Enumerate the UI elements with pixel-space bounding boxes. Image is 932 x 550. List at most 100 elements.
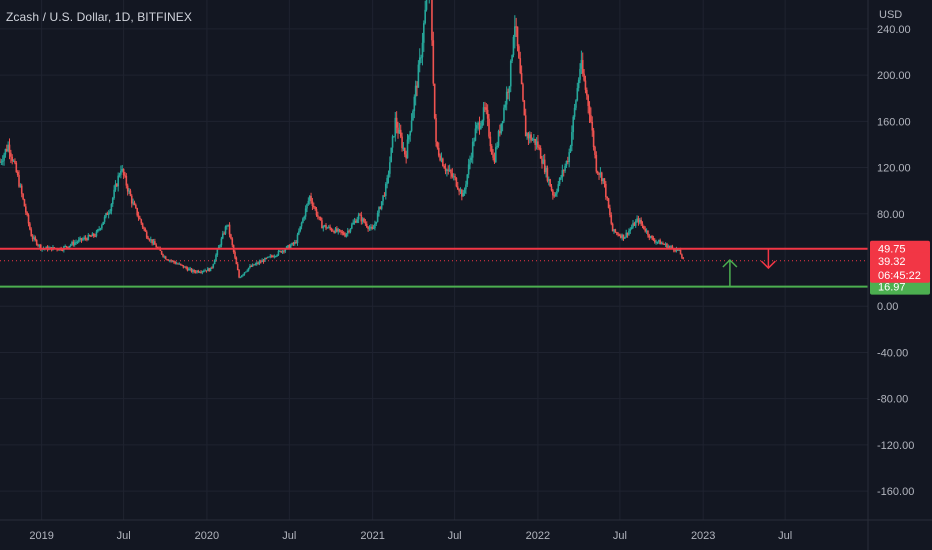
candle-up <box>87 235 90 241</box>
candle-up <box>175 263 178 265</box>
candle-down <box>442 158 444 167</box>
candle-down <box>454 176 456 178</box>
time-axis-background <box>0 520 932 550</box>
candle-down <box>295 242 297 244</box>
candle-down <box>364 222 367 224</box>
candle-up <box>128 190 130 192</box>
candle-down <box>14 160 16 163</box>
time-tick-label: Jul <box>117 530 131 542</box>
candle-up <box>49 247 52 249</box>
candle-down <box>90 236 92 238</box>
candle-up <box>398 129 401 134</box>
candle-up <box>374 223 376 229</box>
candle-up <box>440 158 443 161</box>
candle-up <box>628 230 630 235</box>
candle-up <box>219 245 221 247</box>
candle-up <box>79 238 81 240</box>
candle-down <box>451 173 454 177</box>
candle-down <box>317 215 319 217</box>
candle-up <box>281 250 284 253</box>
candle-down <box>583 73 585 81</box>
candle-up <box>577 79 580 89</box>
candle-down <box>399 129 402 137</box>
arrow-down-annotation[interactable] <box>760 248 776 270</box>
annotations[interactable] <box>722 248 776 287</box>
candle-down <box>92 233 95 236</box>
candle-down <box>140 219 143 224</box>
candle-down <box>538 147 541 149</box>
horizontal-levels[interactable] <box>0 247 868 288</box>
candle-up <box>75 242 77 244</box>
candle-down <box>30 229 33 237</box>
candle-down <box>444 168 447 172</box>
candle-down <box>129 190 132 196</box>
candle-up <box>613 229 615 232</box>
candle-down <box>493 157 496 163</box>
grid-lines <box>0 0 868 520</box>
candle-up <box>322 226 325 229</box>
candle-up <box>634 221 637 226</box>
candle-down <box>447 169 450 171</box>
candle-up <box>465 184 467 190</box>
candle-down <box>37 244 39 246</box>
candle-up <box>216 249 219 255</box>
candle-down <box>490 146 493 155</box>
candle-up <box>261 260 263 263</box>
candle-up <box>564 165 566 171</box>
candle-down <box>489 136 492 147</box>
candle-up <box>560 177 562 179</box>
candle-up <box>636 218 638 222</box>
candle-down <box>179 263 182 265</box>
candle-down <box>205 270 208 272</box>
candle-down <box>534 138 536 145</box>
candle-up <box>496 145 498 148</box>
currency-label: USD <box>879 9 902 21</box>
arrow-up-annotation[interactable] <box>722 258 738 287</box>
price-tick-label: 80.00 <box>877 209 905 221</box>
candle-up <box>500 123 503 134</box>
candle-up <box>467 164 470 175</box>
candle-down <box>641 223 644 226</box>
candle-up <box>220 238 223 246</box>
support-price-tag-text: 16.97 <box>878 282 906 294</box>
candle-up <box>349 228 352 232</box>
candle-up <box>304 208 307 217</box>
candle-down <box>605 183 607 197</box>
candle-up <box>452 176 455 178</box>
candle-up <box>509 60 512 87</box>
time-axis-ticks[interactable]: 2019 Jul 2020 Jul 2021 Jul 2022 Jul 2023 Jul <box>29 530 792 542</box>
candle-down <box>260 261 262 263</box>
candle-down <box>5 149 8 152</box>
candle-up <box>625 232 628 237</box>
candle-down <box>552 190 554 196</box>
candle-up <box>678 249 680 251</box>
candle-up <box>215 254 217 261</box>
candle-down <box>314 207 316 209</box>
candle-down <box>363 218 365 223</box>
candle-down <box>432 40 435 84</box>
candle-up <box>466 174 469 185</box>
candle-up <box>353 220 356 223</box>
candle-down <box>439 155 441 161</box>
candle-down <box>518 46 520 59</box>
candle-down <box>566 160 569 163</box>
candlestick-series <box>0 0 685 279</box>
time-tick-label: Jul <box>448 530 462 542</box>
candle-up <box>7 144 9 152</box>
candle-down <box>546 167 549 181</box>
candle-up <box>624 236 626 239</box>
candle-down <box>11 156 14 161</box>
candle-down <box>80 238 83 241</box>
price-axis-ticks[interactable]: 240.00 200.00 160.00 120.00 80.00 0.00 -40.00 -… <box>877 24 914 498</box>
candle-up <box>621 234 623 238</box>
candle-up <box>645 230 648 232</box>
candle-up <box>573 107 576 117</box>
candle-down <box>682 257 685 259</box>
candle-down <box>668 246 671 248</box>
candle-down <box>16 172 19 176</box>
candle-up <box>207 268 209 272</box>
candle-up <box>95 231 98 237</box>
time-tick-label: 2022 <box>526 530 550 542</box>
